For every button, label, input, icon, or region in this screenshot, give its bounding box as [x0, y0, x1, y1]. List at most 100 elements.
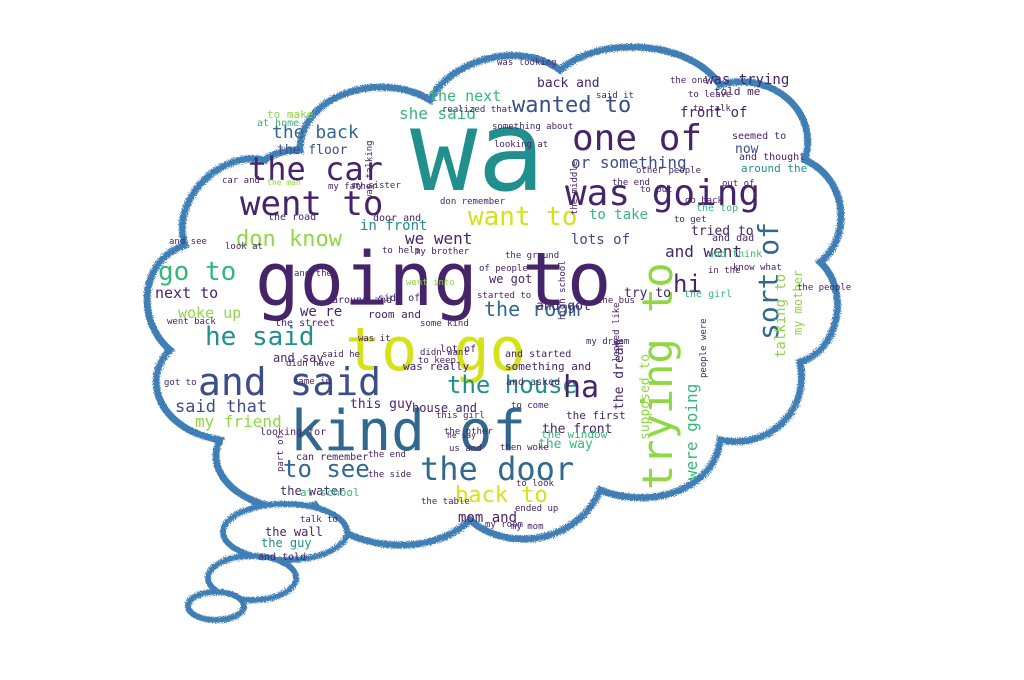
cloud-word: woke up — [178, 304, 241, 322]
cloud-word: the guy — [261, 536, 312, 550]
cloud-word: my mother — [791, 270, 805, 335]
cloud-word: know what — [733, 263, 782, 273]
cloud-word: or something — [571, 153, 687, 172]
cloud-word: started to — [477, 291, 531, 301]
cloud-word: seemed to — [732, 131, 786, 142]
cloud-word: was going — [565, 173, 760, 214]
cloud-word: and see — [169, 237, 207, 247]
cloud-word: ha — [563, 370, 599, 405]
cloud-word: in the — [708, 266, 741, 276]
cloud-word: to help — [382, 246, 420, 256]
cloud-word: try to — [624, 286, 671, 301]
cloud-word: went to — [240, 184, 383, 224]
cloud-word: people were — [699, 318, 709, 378]
cloud-word: was really — [403, 360, 470, 373]
cloud-word: and got — [536, 299, 591, 314]
cloud-word: the end — [612, 178, 650, 188]
cloud-word: the front — [542, 422, 612, 437]
cloud-word: one of — [572, 118, 702, 159]
cloud-word: the wall — [265, 525, 323, 539]
cloud-word: the window — [541, 428, 608, 441]
cloud-word: other people — [636, 166, 701, 176]
cloud-word: this guy — [350, 397, 413, 412]
cloud-word: and went — [665, 242, 742, 261]
cloud-word: around and — [332, 295, 392, 306]
cloud-word: at school — [300, 486, 360, 499]
cloud-word: the floor — [277, 143, 348, 158]
cloud-word: then woke — [500, 443, 549, 453]
cloud-word: front of — [680, 105, 747, 121]
cloud-word: go back — [685, 196, 724, 206]
cloud-word: the middle — [570, 161, 580, 215]
cloud-word: mom and — [458, 510, 517, 526]
cloud-word: side of — [378, 293, 420, 304]
cloud-word: went into — [406, 278, 455, 288]
cloud-word: kind of — [290, 399, 526, 464]
cloud-word: the man — [267, 178, 301, 187]
cloud-word: room and — [368, 308, 421, 321]
cloud-word: told me — [714, 85, 760, 98]
cloud-word: the street — [275, 318, 335, 329]
cloud-word: came in — [293, 377, 331, 387]
cloud-word: the next — [429, 87, 501, 105]
cloud-word: and started — [505, 349, 571, 360]
cloud-word: back to — [455, 483, 548, 508]
cloud-word: my sister — [352, 181, 401, 191]
cloud-word: went back — [167, 317, 216, 327]
cloud-word: out of — [722, 179, 755, 189]
cloud-word: high school — [558, 260, 568, 320]
cloud-word: to take — [589, 207, 648, 223]
cloud-word: door and — [373, 213, 421, 224]
cloud-word: the house — [447, 371, 577, 399]
cloud-word: we went — [405, 229, 472, 248]
cloud-word: don remember — [440, 197, 506, 207]
cloud-word: to keep — [418, 356, 456, 366]
cloud-word: talking to — [773, 274, 789, 358]
cloud-word: wa — [410, 87, 545, 217]
cloud-word: the room — [484, 297, 580, 321]
cloud-word: and think — [708, 249, 762, 260]
cloud-word: my dream — [586, 337, 629, 347]
cloud-word: hi — [673, 270, 702, 298]
cloud-word: was talking — [365, 140, 375, 200]
cloud-word: my friend — [195, 412, 282, 431]
cloud-word: the ground — [505, 251, 559, 261]
cloud-word: ended up — [515, 504, 558, 514]
cloud-word: look at — [225, 242, 263, 252]
cloud-word: back and — [537, 76, 600, 91]
cloud-word: to leave — [688, 90, 731, 100]
cloud-word: he say — [447, 431, 476, 440]
cloud-word: said he — [322, 350, 360, 360]
cloud-word: something about — [492, 122, 573, 132]
cloud-word: the first — [566, 409, 626, 422]
cloud-word: to make — [267, 108, 313, 121]
cloud-word: was trying — [705, 72, 789, 88]
cloud-word: want to — [468, 202, 578, 232]
cloud-word: lots of — [571, 232, 630, 248]
cloud-word: going to — [255, 237, 611, 323]
cloud-word: and dad — [712, 233, 754, 244]
cloud-word: to put — [640, 185, 673, 195]
cloud-word: said that — [175, 397, 267, 417]
cloud-word: the top — [696, 203, 738, 214]
cloud-word: lot of — [440, 344, 476, 355]
cloud-word: now — [735, 142, 759, 157]
cloud-word: wanted to — [512, 93, 631, 118]
cloud-word: to talk — [693, 104, 732, 114]
cloud-word: to get — [674, 215, 707, 225]
cloud-word: go to — [158, 257, 236, 287]
cloud-word: my father — [328, 182, 377, 192]
cloud-word: and told — [258, 552, 306, 563]
cloud-word: didn have — [286, 359, 335, 369]
cloud-word: looked like — [612, 302, 622, 362]
cloud-word: the water — [280, 484, 345, 498]
cloud-word: the side — [368, 470, 411, 480]
cloud-word: we got — [489, 272, 532, 286]
cloud-word: the girl — [684, 289, 732, 300]
cloud-word: the dream — [612, 339, 627, 410]
cloud-word: supposed to — [638, 354, 653, 440]
cloud-word: talk to — [300, 515, 338, 525]
cloud-word: was looking — [497, 58, 557, 68]
